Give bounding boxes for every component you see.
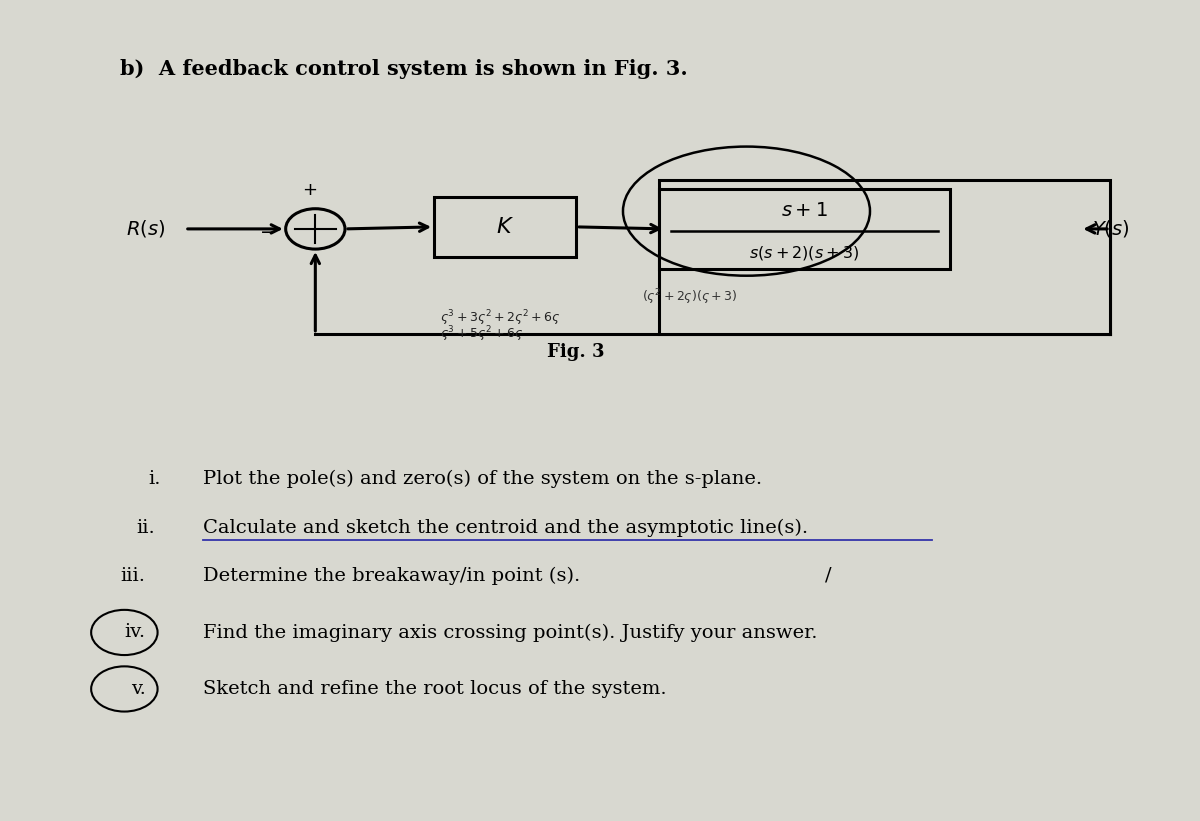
Text: ii.: ii. bbox=[137, 519, 155, 537]
Text: $K$: $K$ bbox=[496, 216, 514, 238]
Text: −: − bbox=[260, 223, 276, 242]
Text: $Y(s)$: $Y(s)$ bbox=[1092, 218, 1130, 240]
Text: /: / bbox=[826, 567, 832, 585]
Text: +: + bbox=[302, 181, 317, 199]
Text: $\varsigma^3+3\varsigma^2+2\varsigma^2+6\varsigma$: $\varsigma^3+3\varsigma^2+2\varsigma^2+6… bbox=[440, 309, 560, 328]
Bar bbox=[434, 196, 576, 257]
Text: b)  A feedback control system is shown in Fig. 3.: b) A feedback control system is shown in… bbox=[120, 59, 688, 80]
Text: i.: i. bbox=[149, 470, 161, 488]
Text: $\varsigma^3+5\varsigma^2+6\varsigma$: $\varsigma^3+5\varsigma^2+6\varsigma$ bbox=[440, 325, 523, 345]
Text: $s + 1$: $s + 1$ bbox=[781, 202, 828, 220]
Text: Find the imaginary axis crossing point(s). Justify your answer.: Find the imaginary axis crossing point(s… bbox=[203, 623, 817, 641]
Text: Calculate and sketch the centroid and the asymptotic line(s).: Calculate and sketch the centroid and th… bbox=[203, 518, 808, 537]
Text: $(\varsigma^2+2\varsigma)(\varsigma+3)$: $(\varsigma^2+2\varsigma)(\varsigma+3)$ bbox=[642, 287, 737, 307]
Text: Fig. 3: Fig. 3 bbox=[547, 342, 604, 360]
Text: Determine the breakaway/in point (s).: Determine the breakaway/in point (s). bbox=[203, 566, 580, 585]
Text: v.: v. bbox=[131, 680, 145, 698]
Bar bbox=[659, 181, 1110, 334]
Text: iv.: iv. bbox=[125, 623, 145, 641]
Text: $s(s + 2)(s + 3)$: $s(s + 2)(s + 3)$ bbox=[750, 244, 859, 262]
Text: iii.: iii. bbox=[121, 567, 145, 585]
Text: Plot the pole(s) and zero(s) of the system on the s-plane.: Plot the pole(s) and zero(s) of the syst… bbox=[203, 470, 762, 488]
Bar bbox=[659, 189, 950, 269]
Text: Sketch and refine the root locus of the system.: Sketch and refine the root locus of the … bbox=[203, 680, 666, 698]
Text: $R(s)$: $R(s)$ bbox=[126, 218, 164, 240]
